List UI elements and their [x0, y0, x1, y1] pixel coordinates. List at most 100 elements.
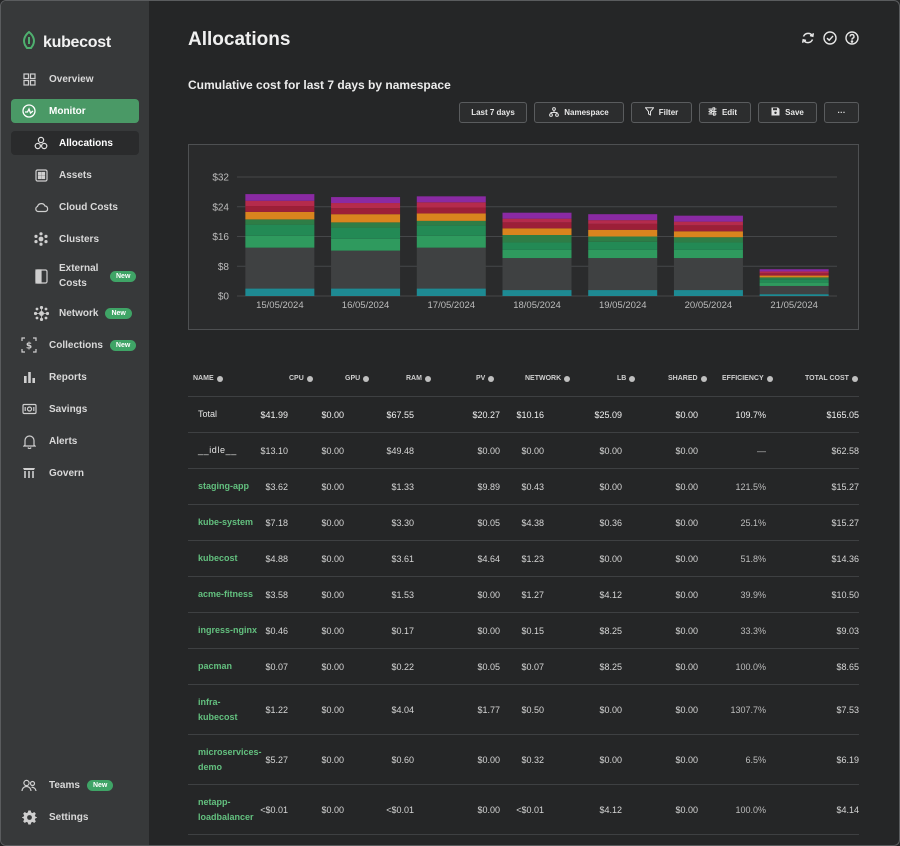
- bar-segment[interactable]: [331, 250, 401, 289]
- bar-segment[interactable]: [673, 231, 743, 238]
- bar-segment[interactable]: [502, 222, 572, 229]
- bar-segment[interactable]: [759, 273, 829, 276]
- edit-button[interactable]: Edit: [699, 102, 751, 123]
- date-range-button[interactable]: Last 7 days: [459, 102, 527, 123]
- bar-segment[interactable]: [673, 221, 743, 226]
- check-circle-icon[interactable]: [823, 31, 837, 50]
- sidebar-item-overview[interactable]: Overview: [11, 67, 139, 91]
- bar-segment[interactable]: [588, 214, 658, 221]
- table-row[interactable]: ingress-nginx $0.46 $0.00 $0.17 $0.00 $0.15 $8…: [188, 613, 859, 649]
- bar-segment[interactable]: [588, 290, 658, 296]
- bar-segment[interactable]: [245, 224, 315, 236]
- bar-segment[interactable]: [588, 258, 658, 291]
- bar-segment[interactable]: [331, 222, 401, 228]
- logo[interactable]: kubecost: [21, 30, 111, 54]
- bar-segment[interactable]: [759, 285, 829, 295]
- bar-segment[interactable]: [588, 223, 658, 230]
- table-row[interactable]: kubecost $4.88 $0.00 $3.61 $4.64 $1.23 $0.00 $0…: [188, 541, 859, 577]
- namespace-name[interactable]: infra-kubecost: [198, 685, 238, 734]
- bar-segment[interactable]: [588, 249, 658, 259]
- namespace-name[interactable]: acme-fitness: [198, 589, 254, 599]
- bar-segment[interactable]: [245, 288, 315, 296]
- bar-segment[interactable]: [245, 206, 315, 212]
- bar-segment[interactable]: [588, 236, 658, 242]
- table-row[interactable]: __idle__ $13.10 $0.00 $49.48 $0.00 $0.00 $0.00…: [188, 433, 859, 469]
- bar-segment[interactable]: [502, 290, 572, 296]
- col-header-shared[interactable]: SHARED: [668, 361, 707, 396]
- col-header-ram[interactable]: RAM: [406, 361, 431, 396]
- bar-segment[interactable]: [673, 290, 743, 296]
- bar-segment[interactable]: [502, 249, 572, 259]
- bar-segment[interactable]: [759, 282, 829, 286]
- table-row[interactable]: microservices-demo $5.27 $0.00 $0.60 $0.00 $0…: [188, 735, 859, 785]
- col-header-gpu[interactable]: GPU: [345, 361, 370, 396]
- save-button[interactable]: Save: [758, 102, 817, 123]
- bar-segment[interactable]: [245, 200, 315, 207]
- table-row[interactable]: kube-system $7.18 $0.00 $3.30 $0.05 $4.38 $0.3…: [188, 505, 859, 541]
- bar-segment[interactable]: [331, 197, 401, 204]
- bar-segment[interactable]: [331, 288, 401, 296]
- help-icon[interactable]: [845, 31, 859, 50]
- namespace-name[interactable]: kube-system: [198, 517, 254, 527]
- bar-segment[interactable]: [331, 214, 401, 223]
- bar-segment[interactable]: [502, 212, 572, 219]
- sidebar-item-settings[interactable]: Settings: [11, 805, 139, 829]
- bar-segment[interactable]: [416, 288, 486, 296]
- sidebar-item-monitor[interactable]: Monitor: [11, 99, 139, 123]
- bar-segment[interactable]: [673, 249, 743, 259]
- bar-segment[interactable]: [416, 220, 486, 226]
- bar-segment[interactable]: [673, 242, 743, 250]
- bar-segment[interactable]: [416, 196, 486, 203]
- sidebar-item-collections[interactable]: $ Collections New: [11, 333, 139, 357]
- sidebar-item-govern[interactable]: Govern: [11, 461, 139, 485]
- refresh-icon[interactable]: [801, 31, 815, 50]
- bar-segment[interactable]: [502, 242, 572, 250]
- bar-segment[interactable]: [245, 219, 315, 225]
- namespace-name[interactable]: ingress-nginx: [198, 625, 258, 635]
- bar-segment[interactable]: [502, 235, 572, 243]
- bar-segment[interactable]: [331, 208, 401, 215]
- bar-segment[interactable]: [416, 225, 486, 236]
- more-options-button[interactable]: ···: [824, 102, 859, 123]
- bar-segment[interactable]: [416, 235, 486, 248]
- col-header-pv[interactable]: PV: [476, 361, 495, 396]
- col-header-lb[interactable]: LB: [617, 361, 636, 396]
- col-header-cpu[interactable]: CPU: [289, 361, 313, 396]
- sidebar-item-teams[interactable]: Teams New: [11, 773, 139, 797]
- bar-segment[interactable]: [673, 215, 743, 222]
- sidebar-item-savings[interactable]: Savings: [11, 397, 139, 421]
- col-header-name[interactable]: NAME: [193, 361, 223, 396]
- bar-segment[interactable]: [331, 203, 401, 209]
- sidebar-item-network[interactable]: Network New: [11, 301, 139, 325]
- bar-segment[interactable]: [416, 207, 486, 214]
- bar-segment[interactable]: [759, 269, 829, 272]
- bar-segment[interactable]: [673, 225, 743, 232]
- bar-segment[interactable]: [245, 247, 315, 289]
- col-header-network[interactable]: NETWORK: [525, 361, 571, 396]
- bar-segment[interactable]: [588, 229, 658, 237]
- bar-segment[interactable]: [759, 279, 829, 283]
- table-row[interactable]: infra-kubecost $1.22 $0.00 $4.04 $1.77 $0.50 $…: [188, 685, 859, 735]
- sidebar-item-allocations[interactable]: Allocations: [11, 131, 139, 155]
- namespace-name[interactable]: kubecost: [198, 553, 238, 563]
- bar-segment[interactable]: [759, 277, 829, 280]
- bar-segment[interactable]: [416, 247, 486, 289]
- namespace-name[interactable]: pacman: [198, 661, 233, 671]
- sidebar-item-clusters[interactable]: Clusters: [11, 227, 139, 251]
- filter-button[interactable]: Filter: [631, 102, 692, 123]
- bar-segment[interactable]: [588, 220, 658, 224]
- sidebar-item-alerts[interactable]: Alerts: [11, 429, 139, 453]
- bar-segment[interactable]: [502, 228, 572, 236]
- namespace-name[interactable]: microservices-demo: [198, 735, 262, 784]
- namespace-name[interactable]: staging-app: [198, 481, 249, 491]
- sidebar-item-cloud-costs[interactable]: Cloud Costs: [11, 195, 139, 219]
- bar-segment[interactable]: [502, 218, 572, 223]
- sidebar-item-reports[interactable]: Reports: [11, 365, 139, 389]
- namespace-name[interactable]: netapp-loadbalancer: [198, 785, 254, 834]
- table-row[interactable]: acme-fitness $3.58 $0.00 $1.53 $0.00 $1.27 $4.…: [188, 577, 859, 613]
- col-header-efficiency[interactable]: EFFICIENCY: [722, 361, 773, 396]
- bar-segment[interactable]: [588, 241, 658, 250]
- bar-segment[interactable]: [331, 238, 401, 251]
- sidebar-item-external-costs[interactable]: External Costs New: [11, 262, 139, 290]
- bar-segment[interactable]: [416, 202, 486, 208]
